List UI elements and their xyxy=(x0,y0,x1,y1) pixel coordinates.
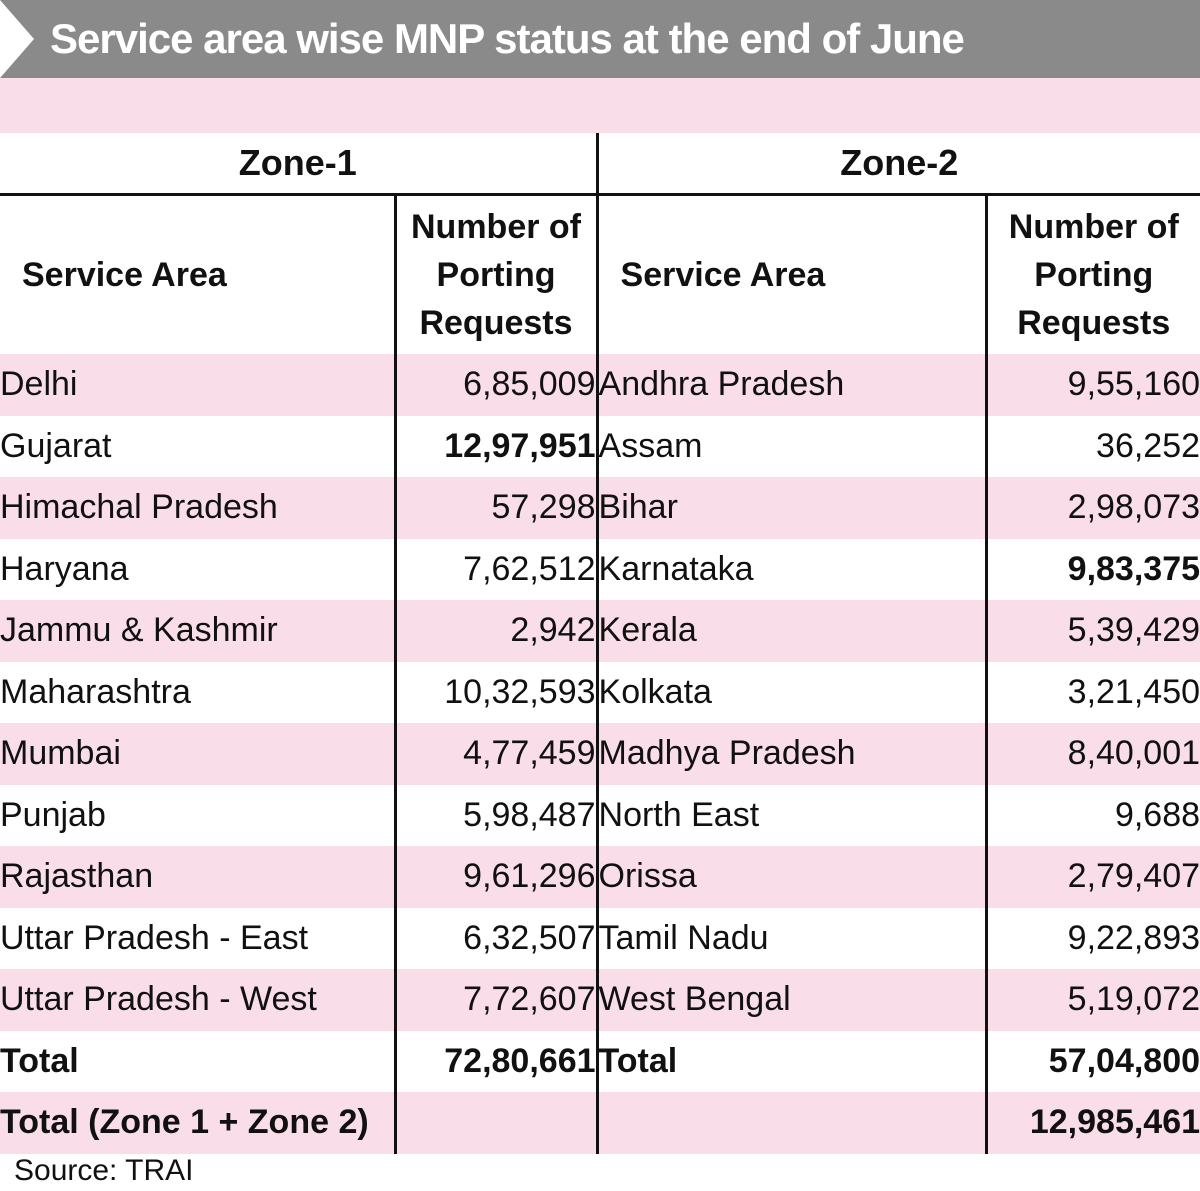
table-row: Himachal Pradesh 57,298 Bihar 2,98,073 xyxy=(0,477,1200,539)
table-row: Haryana 7,62,512 Karnataka 9,83,375 xyxy=(0,538,1200,600)
zone-2-service-area-header: Service Area xyxy=(597,194,988,354)
source-note: Source: TRAI xyxy=(14,1154,194,1187)
table-row: Delhi 6,85,009 Andhra Pradesh 9,55,160 xyxy=(0,354,1200,416)
zone-1-porting-value: 7,62,512 xyxy=(395,538,599,600)
table-body: Delhi 6,85,009 Andhra Pradesh 9,55,160 Gujar… xyxy=(0,354,1200,1154)
zone-2-porting-value: 5,39,429 xyxy=(986,600,1200,662)
zone-1-total-label: Total xyxy=(0,1030,397,1092)
zone-2-service-area: Assam xyxy=(597,415,988,477)
zone-1-service-area: Himachal Pradesh xyxy=(0,477,397,539)
zone-2-porting-value: 9,22,893 xyxy=(1067,918,1200,957)
zone-1-porting-value: 2,942 xyxy=(395,600,599,662)
zone-2-service-area: Kolkata xyxy=(597,661,988,723)
zone-2-service-area: Bihar xyxy=(597,477,988,539)
zone-1-porting-header: Number of Porting Requests xyxy=(395,194,599,354)
zone-2-porting-value: 2,98,073 xyxy=(986,477,1200,539)
zone-1-porting-value: 4,77,459 xyxy=(395,723,599,785)
table-row: Gujarat 12,97,951 Assam 36,252 xyxy=(0,415,1200,477)
grand-total-value: 12,985,461 xyxy=(986,1092,1200,1154)
zone-2-service-area: Andhra Pradesh xyxy=(597,354,988,416)
title-band xyxy=(0,78,1200,133)
zone-1-service-area: Delhi xyxy=(0,354,397,416)
zone-1-total-value: 72,80,661 xyxy=(395,1030,599,1092)
zone-2-service-area: Karnataka xyxy=(597,538,988,600)
zone-2-total-value: 57,04,800 xyxy=(1048,1041,1200,1080)
zone-1-service-area: Mumbai xyxy=(0,723,397,785)
zone-2-porting-value: 8,40,001 xyxy=(986,723,1200,785)
zone-2-porting-value: 9,688 xyxy=(1114,795,1200,834)
zone-1-porting-value: 57,298 xyxy=(395,477,599,539)
zone-2-service-area: Tamil Nadu xyxy=(597,907,988,969)
zone-2-service-area: Kerala xyxy=(597,600,988,662)
zone-2-porting-value: 3,21,450 xyxy=(1067,672,1200,711)
zone-2-porting-value: 2,79,407 xyxy=(986,846,1200,908)
zone-1-porting-value: 6,32,507 xyxy=(395,907,599,969)
zone-2-porting-value: 36,252 xyxy=(1096,426,1200,465)
zone-1-service-area: Jammu & Kashmir xyxy=(0,600,397,662)
zone-1-service-area: Uttar Pradesh - East xyxy=(0,907,397,969)
zone-1-porting-value: 10,32,593 xyxy=(395,661,599,723)
zone-2-porting-value: 9,55,160 xyxy=(986,354,1200,416)
zone-1-service-area: Rajasthan xyxy=(0,846,397,908)
zone-1-service-area: Gujarat xyxy=(0,415,397,477)
zone-2-total-label: Total xyxy=(597,1030,988,1092)
zone-1-service-area: Maharashtra xyxy=(0,661,397,723)
title-arrow-icon xyxy=(0,0,34,78)
zone-2-porting-header: Number of Porting Requests xyxy=(1008,208,1179,342)
table-row: Jammu & Kashmir 2,942 Kerala 5,39,429 xyxy=(0,600,1200,662)
table-row: Uttar Pradesh - East 6,32,507 Tamil Nadu 9,… xyxy=(0,907,1200,969)
zone-2-porting-value: 5,19,072 xyxy=(986,969,1200,1031)
zone-1-porting-value: 7,72,607 xyxy=(395,969,599,1031)
zone-1-service-area-header: Service Area xyxy=(0,194,397,354)
zone-1-header: Zone-1 xyxy=(0,133,599,196)
zone-1-porting-value: 6,85,009 xyxy=(395,354,599,416)
mnp-table: Zone-1 Zone-2 Service Area Number of Por… xyxy=(0,133,1200,1154)
grand-total-empty-cell xyxy=(597,1092,988,1154)
zone-header-row: Zone-1 Zone-2 xyxy=(0,133,1200,196)
table-row: Punjab 5,98,487 North East 9,688 xyxy=(0,784,1200,846)
table-row: Maharashtra 10,32,593 Kolkata 3,21,450 xyxy=(0,661,1200,723)
zone-2-service-area: West Bengal xyxy=(597,969,988,1031)
zone-2-porting-value: 9,83,375 xyxy=(1067,549,1200,588)
table-row: Mumbai 4,77,459 Madhya Pradesh 8,40,001 xyxy=(0,723,1200,785)
title-bar: Service area wise MNP status at the end … xyxy=(0,0,1200,78)
zone-1-porting-value: 9,61,296 xyxy=(395,846,599,908)
zone-2-header: Zone-2 xyxy=(597,133,1200,196)
zone-1-service-area: Uttar Pradesh - West xyxy=(0,969,397,1031)
chart-title: Service area wise MNP status at the end … xyxy=(50,15,965,62)
zone-2-service-area: Orissa xyxy=(597,846,988,908)
grand-total-empty-cell xyxy=(395,1092,599,1154)
zone-1-service-area: Punjab xyxy=(0,784,397,846)
zone-1-porting-value: 5,98,487 xyxy=(395,784,599,846)
grand-total-row: Total (Zone 1 + Zone 2) 12,985,461 xyxy=(0,1092,1200,1154)
grand-total-label: Total (Zone 1 + Zone 2) xyxy=(0,1092,397,1154)
zone-2-service-area: Madhya Pradesh xyxy=(597,723,988,785)
table-row: Uttar Pradesh - West 7,72,607 West Bengal 5… xyxy=(0,969,1200,1031)
zone-2-service-area: North East xyxy=(597,784,988,846)
zone-1-porting-value: 12,97,951 xyxy=(395,415,599,477)
zone-1-service-area: Haryana xyxy=(0,538,397,600)
total-row: Total 72,80,661 Total 57,04,800 xyxy=(0,1030,1200,1092)
table-row: Rajasthan 9,61,296 Orissa 2,79,407 xyxy=(0,846,1200,908)
column-header-row: Service Area Number of Porting Requests … xyxy=(0,194,1200,354)
